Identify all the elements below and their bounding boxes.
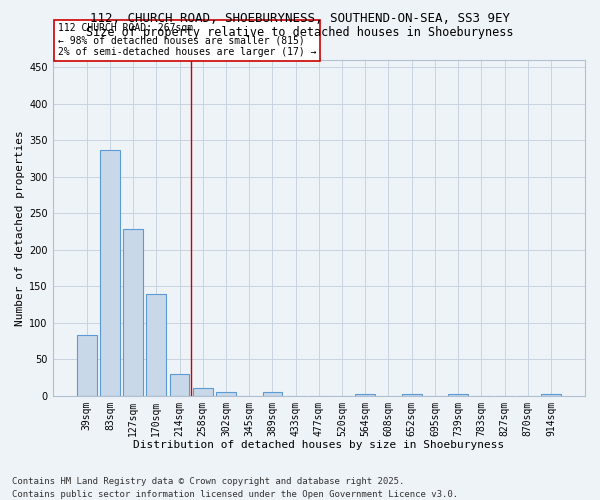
Text: 112 CHURCH ROAD: 267sqm
← 98% of detached houses are smaller (815)
2% of semi-de: 112 CHURCH ROAD: 267sqm ← 98% of detache… (58, 24, 316, 56)
Bar (77, 335, 97, 396)
Bar (170, 374, 190, 396)
Bar (541, 394, 561, 396)
X-axis label: Distribution of detached houses by size in Shoeburyness: Distribution of detached houses by size … (133, 440, 505, 450)
Bar (216, 392, 236, 396)
Bar (123, 230, 143, 396)
Bar (448, 394, 468, 396)
Text: Contains public sector information licensed under the Open Government Licence v3: Contains public sector information licen… (12, 490, 458, 499)
Bar (402, 394, 422, 396)
Bar (100, 150, 120, 396)
Text: 112, CHURCH ROAD, SHOEBURYNESS, SOUTHEND-ON-SEA, SS3 9EY: 112, CHURCH ROAD, SHOEBURYNESS, SOUTHEND… (90, 12, 510, 26)
Text: Contains HM Land Registry data © Crown copyright and database right 2025.: Contains HM Land Registry data © Crown c… (12, 478, 404, 486)
Bar (355, 394, 375, 396)
Bar (146, 294, 166, 396)
Y-axis label: Number of detached properties: Number of detached properties (15, 130, 25, 326)
Bar (193, 388, 212, 396)
Bar (263, 392, 282, 396)
Text: Size of property relative to detached houses in Shoeburyness: Size of property relative to detached ho… (86, 26, 514, 39)
